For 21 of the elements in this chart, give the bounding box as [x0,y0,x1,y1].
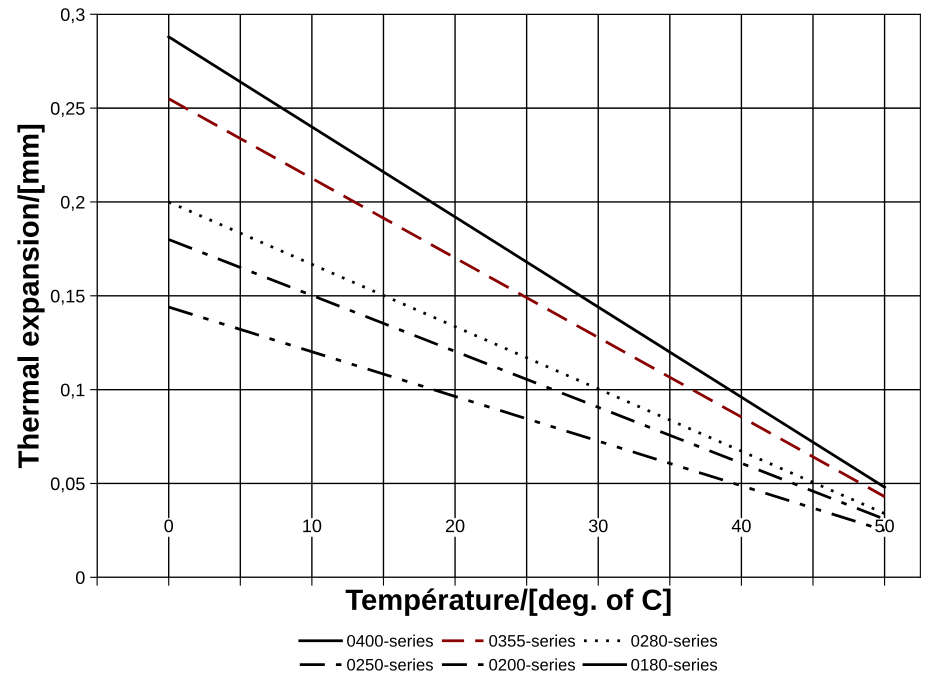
x-tick-label: 10 [303,519,322,532]
x-tick-label: 30 [588,519,608,532]
y-tick-label: 0,05 [50,477,85,492]
legend-label: 0355-series [489,634,576,647]
legend-label: 0180-series [631,658,718,671]
x-tick-label: 50 [875,519,894,532]
y-tick-label: 0,2 [60,196,84,211]
legend-label: 0400-series [347,634,433,647]
legend-label: 0250-series [347,658,433,671]
x-tick-label: 0 [164,519,174,532]
y-tick-label: 0,1 [60,384,84,398]
y-tick-label: 0 [76,571,85,584]
legend-label: 0280-series [631,634,718,647]
x-tick-label: 20 [446,519,464,532]
legend-label: 0200-series [489,658,576,671]
x-axis-title: Température/[deg. of C] [346,588,671,616]
y-tick-label: 0,15 [50,290,85,305]
y-tick-label: 0,3 [60,8,85,24]
y-axis-title: Thermal expansion/[mm] [17,124,45,468]
x-tick-label: 40 [732,519,751,532]
y-tick-label: 0,25 [50,102,85,117]
